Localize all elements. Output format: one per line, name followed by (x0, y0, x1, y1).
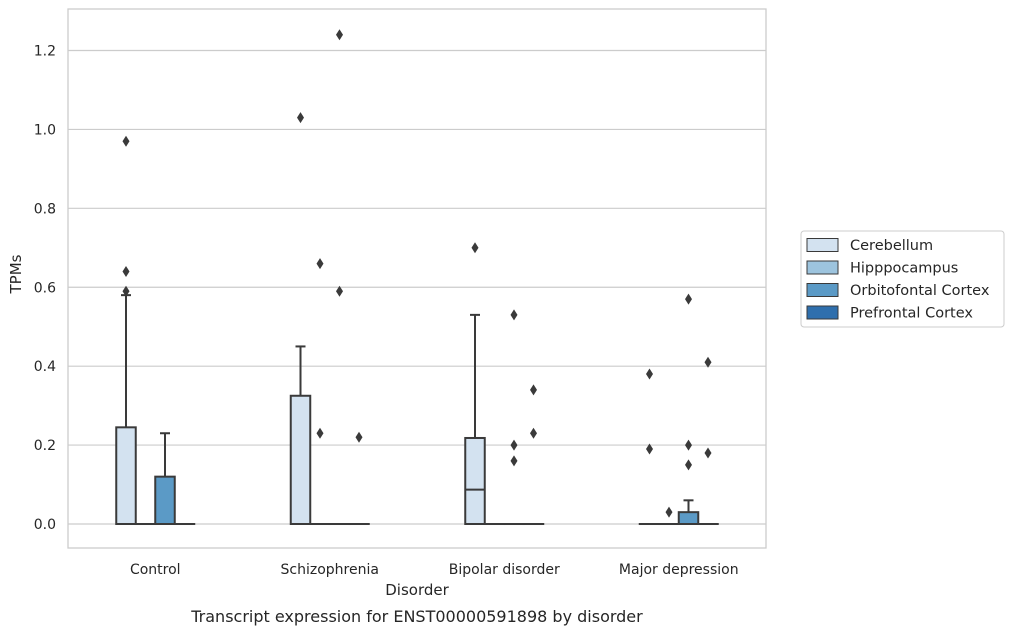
legend-item: Cerebellum (806, 238, 933, 254)
y-tick-label: 0.4 (34, 359, 56, 375)
x-tick-label: Bipolar disorder (449, 562, 560, 578)
box-1 (348, 431, 370, 526)
series-hipppocampus (134, 258, 680, 526)
y-tick-labels: 0.0 0.2 0.4 0.6 0.8 1.0 1.2 (34, 44, 56, 534)
box-3 (697, 356, 719, 526)
outlier-point (530, 384, 537, 396)
legend-swatch (806, 305, 839, 320)
y-tick-label: 0.0 (34, 517, 56, 533)
legend-swatch (806, 260, 839, 275)
outlier-point (704, 447, 712, 459)
box-3 (638, 368, 661, 526)
y-tick-label: 0.6 (34, 280, 56, 296)
box-1 (328, 29, 351, 526)
box-series (115, 29, 719, 526)
series-cerebellum (115, 112, 661, 526)
outlier-point (316, 427, 324, 439)
legend-item: Orbitofontal Cortex (806, 283, 990, 299)
box-2 (503, 309, 525, 526)
x-tick-labels: Control Schizophrenia Bipolar disorder Majo… (130, 562, 739, 578)
outlier-point (122, 265, 130, 277)
y-tick-label: 0.8 (34, 201, 56, 217)
outlier-point (685, 459, 692, 471)
legend-label: Hipppocampus (850, 261, 958, 277)
box-0 (154, 432, 176, 525)
outlier-point (646, 443, 653, 455)
outlier-point (685, 293, 692, 305)
outlier-point (122, 135, 130, 147)
outlier-point (355, 431, 363, 443)
outlier-point (336, 285, 343, 297)
legend-item: Prefrontal Cortex (806, 305, 973, 322)
x-tick-label: Schizophrenia (281, 562, 379, 578)
y-tick-label: 1.0 (34, 122, 56, 138)
box-body (115, 426, 137, 526)
outlier-point (510, 439, 518, 451)
y-tick-label: 1.2 (34, 44, 56, 60)
box-1 (309, 258, 331, 526)
plot-area-frame (67, 8, 767, 549)
box-1 (289, 112, 312, 525)
legend-item: Hipppocampus (806, 260, 958, 277)
box-3 (677, 293, 700, 525)
x-axis-title: Disorder (385, 581, 449, 599)
legend-label: Cerebellum (850, 238, 933, 254)
outlier-point (530, 427, 537, 439)
legend-frame (800, 230, 1005, 328)
legend-swatch (806, 283, 839, 297)
outlier-point (510, 309, 518, 321)
legend-label: Orbitofontal Cortex (850, 283, 990, 299)
x-tick-label: Major depression (619, 562, 739, 578)
outlier-point (316, 258, 324, 270)
box-body (154, 475, 176, 525)
y-axis-title: TPMs (7, 254, 25, 294)
box-0 (115, 135, 137, 526)
outlier-point (704, 356, 712, 368)
box-body (677, 511, 700, 525)
outlier-point (685, 439, 692, 451)
outlier-point (665, 506, 673, 518)
outlier-point (297, 112, 304, 124)
outlier-point (646, 368, 653, 380)
chart-caption: Transcript expression for ENST0000059189… (190, 607, 643, 626)
series-orbitofontal-cortex (154, 29, 700, 526)
series-prefrontal-cortex (173, 356, 719, 526)
outlier-point (336, 29, 343, 41)
x-tick-label: Control (130, 562, 181, 578)
outlier-point (471, 242, 479, 254)
box-2 (464, 242, 486, 525)
legend-label: Prefrontal Cortex (850, 306, 973, 322)
outlier-point (122, 285, 130, 297)
y-tick-label: 0.2 (34, 438, 56, 454)
outlier-point (510, 455, 518, 467)
legend: Cerebellum Hipppocampus Orbitofontal Corte… (800, 230, 1005, 328)
gridlines (68, 49, 766, 525)
box-2 (522, 384, 545, 526)
box-3 (658, 506, 680, 526)
legend-swatch (806, 238, 839, 252)
box-body (289, 394, 312, 525)
box-body (464, 436, 486, 525)
